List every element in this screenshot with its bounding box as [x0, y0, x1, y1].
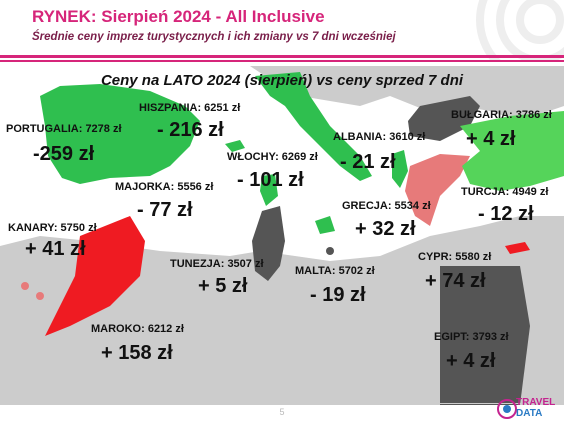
label-bulgaria: BUŁGARIA: 3786 zł	[451, 109, 552, 121]
logo-text-data: DATA	[516, 408, 543, 419]
change-majorka: - 77 zł	[137, 199, 193, 221]
decorative-circles	[476, 0, 564, 60]
label-maroko: MAROKO: 6212 zł	[91, 323, 184, 335]
logo-text-travel: TRAVEL	[516, 397, 556, 408]
change-malta: - 19 zł	[310, 284, 366, 306]
bulgaria-shape	[408, 96, 480, 141]
greece-shape	[405, 154, 470, 226]
label-kanary: KANARY: 5750 zł	[8, 222, 97, 234]
label-majorka: MAJORKA: 5556 zł	[115, 181, 214, 193]
change-kanary: + 41 zł	[25, 238, 86, 260]
malta-shape	[326, 247, 334, 255]
italy-shape	[255, 72, 372, 181]
majorca-shape	[225, 140, 245, 152]
label-grecja: GRECJA: 5534 zł	[342, 200, 431, 212]
turkey-shape	[460, 111, 564, 191]
change-portugalia: -259 zł	[33, 143, 95, 165]
change-tunezja: + 5 zł	[198, 275, 248, 297]
label-albania: ALBANIA: 3610 zł	[333, 131, 426, 143]
albania-shape	[392, 150, 408, 188]
label-tunezja: TUNEZJA: 3507 zł	[170, 258, 264, 270]
label-cypr: CYPR: 5580 zł	[418, 251, 492, 263]
change-egipt: + 4 zł	[446, 350, 496, 372]
sicily-shape	[315, 216, 335, 234]
change-hiszpania: - 216 zł	[157, 119, 224, 141]
change-wlochy: - 101 zł	[237, 169, 304, 191]
change-albania: - 21 zł	[340, 151, 396, 173]
page-number: 5	[279, 407, 285, 417]
travel-data-logo: TRAVEL DATA	[516, 397, 555, 419]
sardinia-shape	[260, 174, 278, 206]
label-wlochy: WŁOCHY: 6269 zł	[227, 151, 318, 163]
change-bulgaria: + 4 zł	[466, 128, 516, 150]
spain-portugal-shape	[40, 84, 200, 184]
label-hiszpania: HISZPANIA: 6251 zł	[139, 102, 241, 114]
map-title: Ceny na LATO 2024 (sierpień) vs ceny spr…	[100, 72, 464, 89]
label-portugalia: PORTUGALIA: 7278 zł	[6, 123, 122, 135]
change-turcja: - 12 zł	[478, 203, 534, 225]
canary-shape-2	[36, 292, 44, 300]
mediterranean-map	[0, 66, 564, 405]
page-title: RYNEK: Sierpień 2024 - All Inclusive	[32, 7, 325, 26]
label-turcja: TURCJA: 4949 zł	[461, 186, 549, 198]
header-divider-thin	[0, 60, 564, 62]
change-grecja: + 32 zł	[355, 218, 416, 240]
label-malta: MALTA: 5702 zł	[295, 265, 375, 277]
morocco-shape	[45, 216, 145, 336]
cyprus-shape	[505, 242, 530, 254]
change-cypr: + 74 zł	[425, 270, 486, 292]
change-maroko: + 158 zł	[101, 342, 173, 364]
page-subtitle: Średnie ceny imprez turystycznych i ich …	[32, 31, 396, 43]
header-divider	[0, 55, 564, 58]
travel-data-logo-icon	[497, 399, 517, 419]
egypt-shape	[440, 266, 530, 405]
canary-shape-1	[21, 282, 29, 290]
tunisia-shape	[252, 206, 285, 281]
label-egipt: EGIPT: 3793 zł	[434, 331, 509, 343]
footer-divider	[0, 403, 564, 404]
